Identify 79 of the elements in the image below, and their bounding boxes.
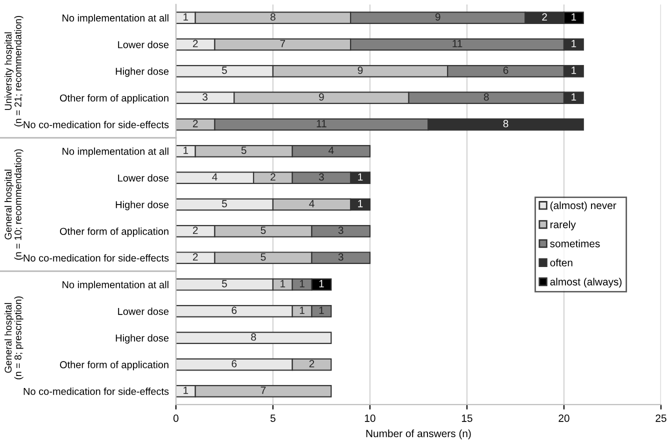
legend-label: rarely [550,220,576,230]
data-label: 9 [319,93,324,101]
data-label: 1 [300,280,304,288]
data-label: 1 [358,173,363,181]
x-tick-label: 20 [558,414,570,422]
data-label: 5 [260,226,266,234]
y-tick-label: No implementation at all [62,148,168,157]
y-tick-label: Lower dose [118,40,169,48]
data-label: 2 [192,253,198,261]
data-label: 11 [316,120,326,128]
data-label: 9 [358,66,363,74]
data-label: 1 [572,40,576,48]
data-label: 6 [503,66,508,74]
data-label: 2 [192,226,198,234]
data-label: 11 [452,40,462,48]
data-label: 2 [192,120,198,128]
y-tick-label: No implementation at all [62,280,168,290]
data-label: 1 [358,200,363,208]
x-tick-label: 10 [364,414,376,422]
y-tick-label: Other form of application [60,360,168,370]
data-label: 9 [435,13,440,21]
y-tick-label: No co-medication for side-effects [24,388,169,395]
data-label: 1 [184,386,188,394]
y-tick-label: Higher dose [116,200,169,210]
data-label: 2 [309,360,314,368]
data-label: 5 [222,66,227,74]
data-label: 1 [572,13,576,21]
y-tick-label: Lower dose [118,174,169,182]
legend-label: almost (always) [550,278,622,288]
y-tick-label: No co-medication for side-effects [24,254,169,262]
data-label: 2 [192,40,198,48]
data-label: 6 [232,360,237,368]
data-label: 5 [222,280,227,288]
data-label: 4 [212,173,218,181]
data-label: 5 [222,200,227,208]
data-label: 8 [251,333,256,341]
bar [176,332,332,344]
x-tick-label: 0 [173,414,178,422]
data-label: 5 [260,253,266,261]
y-tick-label: No co-medication for side-effects [24,120,169,128]
data-label: 3 [338,226,344,234]
data-label: 4 [309,200,314,208]
data-label: 7 [260,386,266,394]
data-label: 8 [503,120,508,128]
y-tick-label: Higher dose [116,334,169,344]
text: General hospital (n = 10; recommendation) [4,149,24,260]
data-label: 8 [270,13,276,21]
data-label: 1 [572,66,576,74]
legend-label: (almost) never [550,201,616,212]
data-label: 1 [184,146,188,154]
y-tick-label: Other form of application [60,94,168,104]
data-label: 3 [338,253,344,261]
data-label: 1 [280,280,286,288]
data-label: 3 [202,93,208,101]
data-label: 1 [319,306,324,314]
data-label: 2 [542,13,547,21]
data-label: 1 [300,306,304,314]
data-label: 1 [319,280,324,288]
y-tick-label: Higher dose [116,68,169,77]
x-tick-label: 15 [462,414,472,422]
text: University hospital (n = 21; recommendation) [4,16,24,126]
data-label: 8 [484,93,489,101]
data-label: 1 [572,93,576,101]
data-label: 1 [184,13,188,21]
legend-label: sometimes [550,240,600,248]
text: General hospital (n = 8; prescription) [4,296,24,380]
x-axis-title: Number of answers (n) [366,430,471,440]
y-tick-label: No implementation at all [62,14,168,24]
legend-label: often [550,258,572,266]
data-label: 3 [318,173,324,181]
data-label: 2 [270,173,276,181]
data-label: 4 [328,146,334,154]
data-label: 5 [241,146,246,154]
y-tick-label: Other form of application [60,228,168,237]
x-tick-label: 5 [270,414,276,422]
data-label: 7 [280,40,286,48]
x-tick-label: 25 [656,414,666,422]
data-label: 6 [232,306,237,314]
y-tick-label: Lower dose [118,308,169,315]
